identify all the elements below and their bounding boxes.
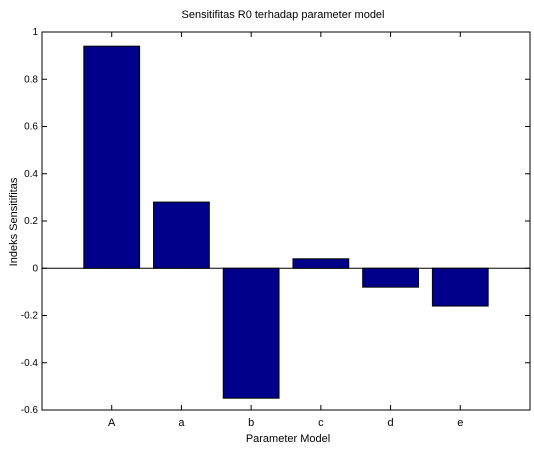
y-tick-label: -0.6 (21, 405, 39, 416)
plot-area: -0.6 -0.4 -0.2 0 0.2 0.4 0.6 0.8 1 A a b c d e (21, 27, 531, 429)
bar-a (153, 201, 210, 269)
x-tick-label: d (388, 417, 394, 429)
bar-b (222, 267, 280, 399)
chart-title: Sensitifitas R0 terhadap parameter model (182, 9, 385, 21)
y-tick-label: 0.6 (24, 122, 38, 133)
y-tick-label: 0.8 (24, 74, 38, 85)
bar-A (83, 45, 141, 269)
x-tick-label: A (108, 417, 116, 429)
y-tick-label: 1 (32, 27, 38, 38)
bar-c (292, 258, 350, 269)
y-tick-label: 0 (32, 263, 38, 274)
bar-d (362, 267, 419, 288)
x-tick-label: a (178, 417, 185, 429)
y-tick-label: -0.4 (21, 358, 39, 369)
y-tick-label: 0.4 (24, 169, 38, 180)
x-tick-label: b (248, 417, 254, 429)
y-tick-label: 0.2 (24, 216, 38, 227)
bar-e (431, 267, 489, 307)
x-tick-label: c (318, 417, 324, 429)
y-tick-label: -0.2 (21, 311, 39, 322)
x-axis-label: Parameter Model (246, 433, 330, 445)
y-axis-label: Indeks Sensitifitas (8, 177, 20, 266)
x-tick-label: e (457, 417, 463, 429)
